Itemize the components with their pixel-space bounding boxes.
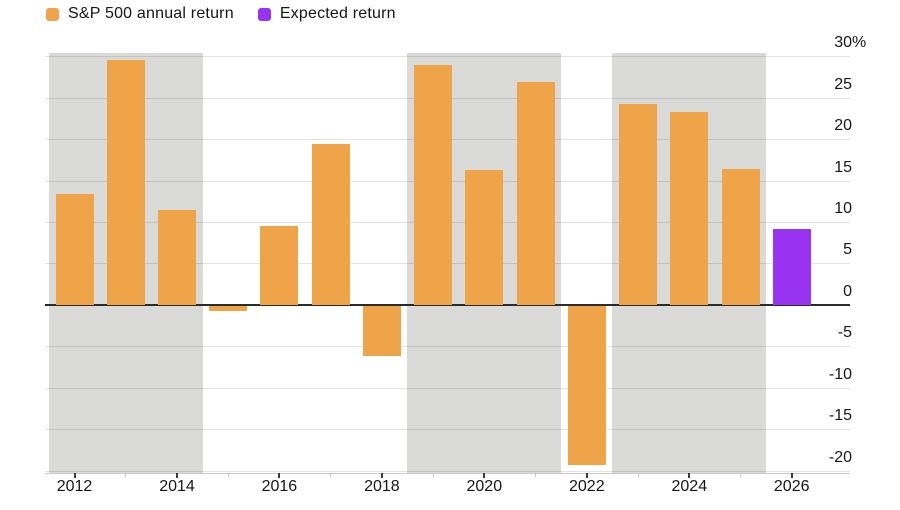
x-axis-tick-2018 [380,473,383,478]
y-tick-label--15: -15 [752,406,852,426]
gridline--5 [45,346,850,348]
y-tick-label--5: -5 [752,323,852,343]
bar-2014 [158,210,196,305]
y-tick-value: 30% [834,34,867,52]
legend-label-sp500: S&P 500 annual return [68,5,234,22]
y-tick-value: 25 [834,75,852,93]
x-axis-tick-2019 [432,473,434,477]
bar-2016 [260,226,299,305]
y-tick-value: -5 [837,324,852,342]
y-tick-label-0: 0 [752,282,852,302]
bar-2017 [311,144,350,305]
y-tick-label-30: 30% [752,33,867,53]
zero-baseline [45,303,850,306]
bar-2024 [670,111,709,305]
x-tick-label-2012: 2012 [56,478,93,495]
gridline-30 [45,56,850,58]
x-axis-tick-2012 [73,473,76,478]
y-tick-label--10: -10 [752,365,852,385]
gridline--10 [45,387,850,389]
x-axis-tick-2026 [790,473,793,478]
x-tick-label-2022: 2022 [569,478,605,495]
x-axis-tick-2024 [688,473,691,478]
y-tick-value: -20 [828,448,852,466]
y-tick-value: 15 [834,158,852,176]
y-tick-value: 20 [834,117,852,135]
legend-item-sp500: S&P 500 annual return [46,5,234,23]
x-axis-tick-2014 [176,473,178,478]
y-tick-label-15: 15 [752,158,852,178]
x-axis-line [45,473,850,474]
bar-2026 [772,229,811,305]
bar-2020 [465,169,504,305]
x-tick-label-2014: 2014 [159,478,195,495]
x-tick-label-2024: 2024 [671,478,708,495]
y-tick-value: 0 [843,282,852,300]
x-axis-tick-2025 [740,473,741,477]
bar-2012 [55,193,94,305]
legend-swatch-sp500-icon [46,7,59,21]
bar-2021 [516,82,555,305]
x-axis-tick-2020 [483,473,486,478]
percent-suffix: % [852,34,867,52]
y-tick-label-10: 10 [752,199,852,219]
bar-2022 [567,305,606,466]
legend-swatch-expected-icon [257,7,271,21]
bar-2023 [619,104,657,305]
x-tick-label-2018: 2018 [364,478,400,495]
y-tick-value: 5 [843,241,852,259]
y-tick-label-20: 20 [752,116,852,136]
bar-2019 [414,65,453,305]
x-axis-tick-2017 [330,473,332,477]
y-tick-value: -15 [828,407,852,425]
y-tick-label-25: 25 [752,75,852,95]
x-axis-tick-2022 [585,473,588,478]
chart-legend: S&P 500 annual return Expected return [46,5,396,23]
x-tick-label-2026: 2026 [773,478,810,495]
plot-area [45,53,850,473]
gridline--20 [45,470,850,472]
legend-item-expected: Expected return [257,5,396,23]
x-axis-tick-2013 [125,473,127,477]
x-axis-tick-2021 [535,473,537,477]
x-axis-tick-2016 [278,473,281,478]
gridline--15 [45,429,850,431]
x-tick-label-2016: 2016 [261,478,298,495]
x-axis-tick-2015 [227,473,229,477]
bar-2013 [106,59,145,305]
legend-label-expected: Expected return [279,5,396,22]
y-tick-label--20: -20 [752,448,852,468]
y-tick-value: 10 [834,200,852,217]
x-axis-tick-2023 [637,473,639,477]
y-tick-label-5: 5 [752,240,852,260]
y-tick-value: -10 [828,365,852,383]
x-tick-label-2020: 2020 [466,478,503,495]
bar-2018 [362,305,401,357]
bar-2015 [209,305,248,311]
bar-2025 [721,169,760,305]
